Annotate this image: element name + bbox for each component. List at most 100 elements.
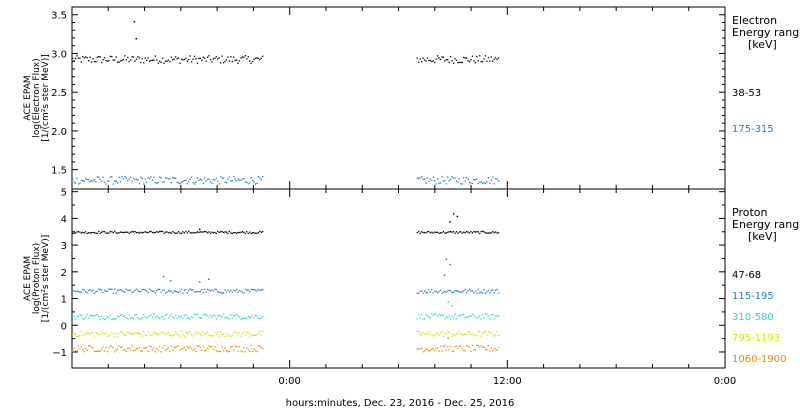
data-point — [419, 333, 421, 335]
data-point — [422, 292, 424, 294]
data-point — [480, 318, 482, 320]
data-point — [208, 334, 210, 336]
data-point — [492, 289, 494, 291]
data-point — [231, 179, 233, 182]
data-point — [172, 292, 174, 294]
data-point — [157, 334, 159, 336]
data-point — [428, 289, 430, 291]
data-point — [233, 56, 235, 58]
data-point — [241, 231, 244, 233]
data-point — [253, 58, 255, 60]
data-point — [144, 289, 146, 291]
data-point — [119, 314, 122, 316]
data-point — [224, 289, 226, 291]
data-point — [141, 350, 143, 352]
data-point — [490, 332, 492, 334]
data-point — [135, 331, 138, 334]
data-point — [442, 345, 445, 348]
data-point — [428, 316, 430, 318]
data-point — [170, 334, 172, 336]
data-point — [455, 345, 458, 347]
data-point — [434, 349, 436, 352]
data-point — [479, 330, 481, 333]
data-point — [254, 183, 257, 185]
data-point — [464, 180, 466, 182]
data-point — [230, 180, 232, 182]
data-point — [463, 56, 465, 59]
data-point — [173, 232, 175, 234]
data-point — [439, 182, 442, 184]
data-point — [470, 59, 472, 61]
data-point — [477, 288, 479, 291]
data-point — [494, 289, 497, 292]
data-point — [452, 62, 455, 65]
data-point — [228, 60, 231, 62]
data-point — [164, 333, 167, 335]
data-point-spike — [452, 213, 455, 215]
data-point — [137, 56, 139, 58]
data-point — [119, 231, 122, 233]
data-point — [147, 330, 149, 333]
data-point — [205, 231, 207, 233]
data-point — [130, 289, 132, 291]
data-point — [494, 231, 497, 233]
data-point — [163, 62, 165, 65]
data-point — [238, 332, 241, 334]
y-tick-label: 3.0 — [51, 49, 67, 60]
data-point — [438, 350, 440, 352]
data-point — [185, 331, 187, 333]
data-point — [195, 331, 197, 333]
data-point — [458, 61, 461, 64]
data-point — [442, 231, 445, 233]
data-point — [257, 332, 260, 334]
data-point — [80, 345, 83, 348]
data-point — [73, 347, 75, 350]
data-point — [227, 232, 229, 235]
data-point — [140, 350, 142, 352]
data-point — [254, 232, 257, 234]
data-point — [221, 292, 223, 294]
data-point — [435, 313, 437, 315]
data-point — [119, 346, 122, 349]
data-point — [206, 56, 209, 58]
data-point — [198, 332, 200, 334]
data-point — [190, 61, 193, 63]
data-point — [111, 331, 113, 333]
data-point — [493, 335, 495, 337]
data-point — [432, 292, 434, 294]
data-point — [192, 316, 194, 319]
data-point — [109, 55, 112, 57]
data-point — [161, 289, 164, 291]
data-point — [246, 347, 248, 349]
data-point — [471, 333, 474, 335]
data-point — [471, 182, 474, 185]
data-point — [135, 288, 138, 290]
x-tick-label: 12:00 — [493, 376, 522, 387]
data-point — [215, 288, 217, 291]
data-point — [82, 348, 84, 351]
data-point — [179, 290, 181, 292]
data-point — [198, 345, 200, 347]
data-point — [494, 178, 497, 180]
data-point — [85, 231, 87, 233]
data-point — [215, 232, 217, 235]
data-point — [92, 180, 94, 182]
data-point — [179, 316, 181, 318]
data-point — [212, 179, 215, 181]
data-point — [205, 60, 207, 62]
data-point — [103, 318, 106, 320]
data-point — [106, 180, 109, 182]
y-tick-label: 2 — [61, 268, 67, 279]
data-point — [76, 177, 78, 179]
data-point — [167, 290, 170, 292]
data-point — [458, 291, 461, 293]
data-point — [418, 331, 420, 333]
data-point — [494, 57, 497, 59]
data-point — [225, 333, 228, 335]
data-point — [489, 331, 491, 333]
data-point — [134, 230, 136, 233]
data-point — [201, 317, 203, 320]
data-point — [231, 232, 233, 235]
data-point — [436, 332, 439, 334]
data-point — [146, 346, 148, 349]
